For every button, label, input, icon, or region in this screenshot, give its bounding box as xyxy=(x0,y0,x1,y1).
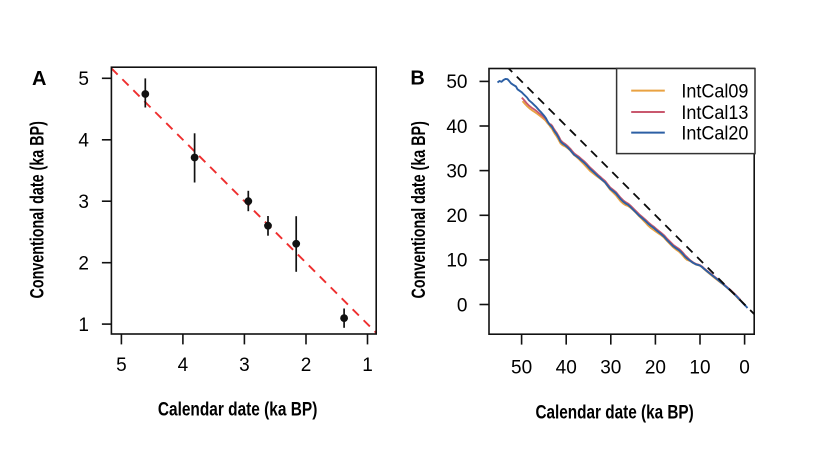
svg-text:2: 2 xyxy=(78,254,89,275)
svg-text:5: 5 xyxy=(116,355,127,376)
svg-text:10: 10 xyxy=(689,358,710,379)
svg-text:3: 3 xyxy=(78,192,89,213)
svg-text:A: A xyxy=(32,68,46,90)
svg-text:IntCal20: IntCal20 xyxy=(681,123,748,144)
svg-text:Calendar date (ka BP): Calendar date (ka BP) xyxy=(158,400,318,421)
svg-text:3: 3 xyxy=(239,355,250,376)
svg-text:50: 50 xyxy=(511,358,532,379)
svg-text:4: 4 xyxy=(178,355,189,376)
svg-text:IntCal09: IntCal09 xyxy=(681,81,748,102)
svg-text:30: 30 xyxy=(600,358,621,379)
svg-text:5: 5 xyxy=(78,69,89,90)
svg-text:40: 40 xyxy=(446,117,467,138)
svg-text:Calendar date (ka BP): Calendar date (ka BP) xyxy=(535,403,693,424)
svg-text:0: 0 xyxy=(457,295,468,316)
svg-text:B: B xyxy=(410,68,424,90)
svg-text:30: 30 xyxy=(446,161,467,182)
svg-text:50: 50 xyxy=(446,72,467,93)
svg-text:Conventional date (ka BP): Conventional date (ka BP) xyxy=(409,121,430,298)
svg-text:4: 4 xyxy=(78,131,89,152)
svg-text:1: 1 xyxy=(362,355,373,376)
svg-text:20: 20 xyxy=(446,206,467,227)
svg-text:1: 1 xyxy=(78,315,89,336)
svg-text:20: 20 xyxy=(645,358,666,379)
svg-text:40: 40 xyxy=(556,358,577,379)
svg-text:IntCal13: IntCal13 xyxy=(681,103,748,124)
svg-text:2: 2 xyxy=(301,355,312,376)
svg-text:10: 10 xyxy=(446,251,467,272)
svg-text:Conventional date (ka BP): Conventional date (ka BP) xyxy=(28,121,49,298)
svg-text:0: 0 xyxy=(739,358,750,379)
